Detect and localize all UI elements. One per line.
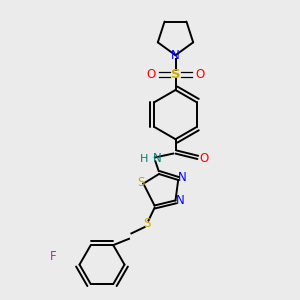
Text: O: O [200,152,209,166]
Text: S: S [143,217,151,230]
Text: N: N [177,171,186,184]
Text: N: N [176,194,184,208]
Text: O: O [196,68,205,81]
Text: N: N [171,49,180,62]
Text: S: S [171,68,180,81]
Text: H: H [140,154,148,164]
Text: N: N [152,152,161,166]
Text: F: F [50,250,57,263]
Text: O: O [146,68,155,81]
Text: S: S [137,176,145,189]
